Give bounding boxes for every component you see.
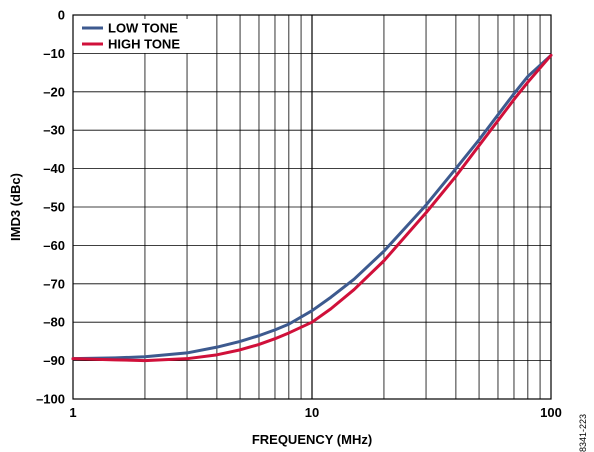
y-tick-label: –90 — [43, 353, 65, 368]
y-axis-title: IMD3 (dBc) — [8, 173, 23, 241]
x-tick-labels: 1 10 100 — [69, 405, 561, 420]
plot-frame — [72, 14, 552, 400]
series-line-high-tone — [71, 53, 553, 363]
y-tick-label: –70 — [43, 276, 65, 291]
y-tick-label: –10 — [43, 46, 65, 61]
x-tick-label: 100 — [540, 405, 562, 420]
series-line-low-tone — [71, 53, 553, 361]
grid-lines — [73, 15, 551, 399]
legend-label-high-tone: HIGH TONE — [108, 37, 180, 52]
y-tick-label: –30 — [43, 123, 65, 138]
legend-background — [78, 19, 210, 53]
x-tick-label: 1 — [69, 405, 76, 420]
y-tick-label: –20 — [43, 84, 65, 99]
figure-id: 8341-223 — [578, 414, 588, 452]
y-tick-labels: 0 –10 –20 –30 –40 –50 –60 –70 –80 –90 –100 — [36, 8, 65, 407]
x-axis-title: FREQUENCY (MHz) — [252, 432, 372, 447]
y-tick-label: –100 — [36, 392, 65, 407]
legend-label-low-tone: LOW TONE — [108, 21, 178, 36]
x-tick-label: 10 — [305, 405, 319, 420]
y-tick-label: –50 — [43, 200, 65, 215]
y-tick-label: –60 — [43, 238, 65, 253]
y-tick-label: –40 — [43, 161, 65, 176]
y-tick-label: –80 — [43, 315, 65, 330]
y-tick-label: 0 — [58, 8, 65, 23]
series-lines — [71, 53, 553, 363]
legend: LOW TONE HIGH TONE — [78, 19, 210, 53]
